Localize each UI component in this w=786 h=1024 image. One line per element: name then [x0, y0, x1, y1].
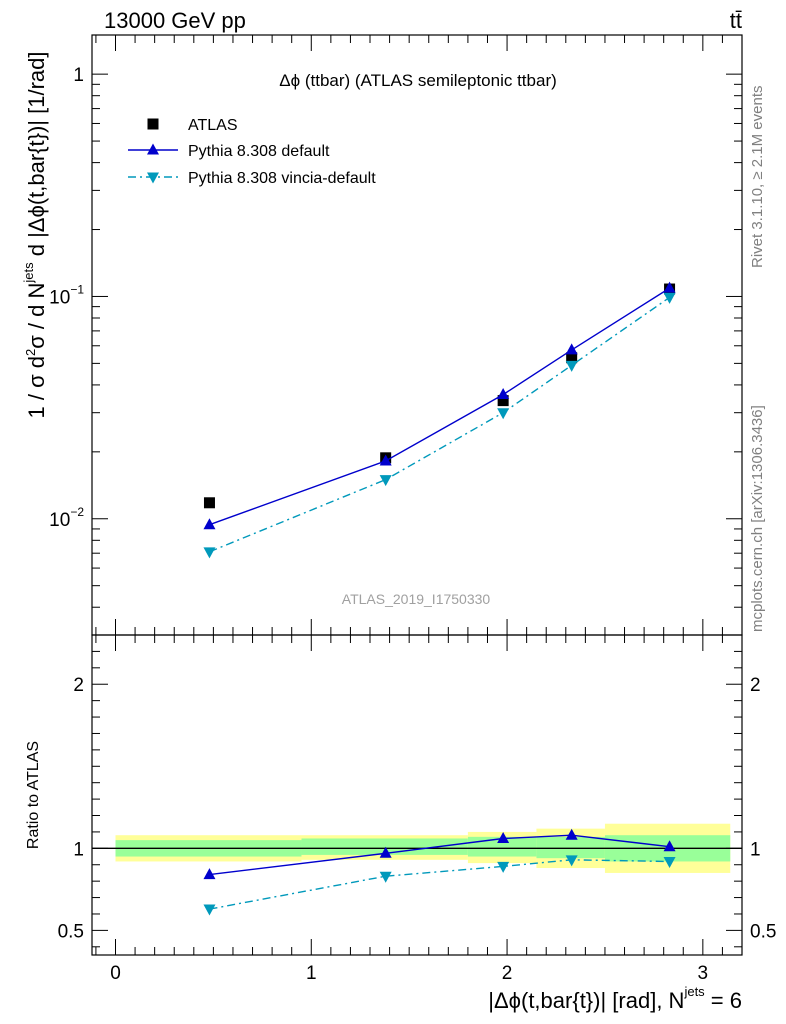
data-point-s1-0 — [203, 518, 216, 530]
ratio-point-s1-1 — [379, 871, 392, 883]
svg-text:1 / σ d2σ / d Njets d |Δϕ(t,ba: 1 / σ d2σ / d Njets d |Δϕ(t,bar{t})| [1/… — [21, 52, 49, 419]
ratio-y-tick-label-right: 0.5 — [750, 921, 776, 942]
ratio-point-s0-1 — [379, 846, 392, 858]
legend-label-2: Pythia 8.308 vincia-default — [188, 170, 376, 187]
ratio-point-s1-0 — [203, 904, 216, 916]
y-tick-exponent: −2 — [70, 505, 84, 519]
ratio-y-tick-label: 0.5 — [58, 921, 84, 942]
main-data-layer — [203, 281, 676, 559]
ratio-point-s1-3 — [565, 855, 578, 867]
series-line-1 — [209, 287, 670, 526]
y-tick-label: 10−2 — [49, 505, 84, 531]
ratio-panel: 0.5 0.5 1 1 2 2 0 1 2 3 Ratio to ATLAS |Δϕ(t,bar{… — [25, 634, 776, 1013]
data-point-s1-3 — [565, 343, 578, 355]
svg-text:|Δϕ(t,bar{t})| [rad], Njets =: |Δϕ(t,bar{t})| [rad], Njets = 6 — [488, 984, 742, 1013]
main-axis-ticks: 10−2 10−1 1 — [49, 35, 742, 636]
y-tick-label: 10−1 — [49, 282, 84, 308]
ratio-y-tick-label: 2 — [73, 675, 84, 696]
rivet-label: Rivet 3.1.10, ≥ 2.1M events — [749, 86, 766, 269]
ratio-point-s0-2 — [497, 831, 510, 843]
x-tick-label: 2 — [502, 963, 513, 984]
ratio-y-tick-label-right: 1 — [750, 839, 761, 860]
ratio-line-1 — [209, 859, 670, 910]
data-point-s1-4 — [663, 281, 676, 293]
data-point-s0-0 — [203, 497, 215, 509]
ratio-y-tick-label-right: 2 — [750, 675, 761, 696]
ratio-point-s0-0 — [203, 868, 216, 880]
legend-label-1: Pythia 8.308 default — [188, 143, 330, 160]
mcplots-label: mcplots.cern.ch [arXiv:1306.3436] — [749, 405, 766, 632]
x-tick-label: 1 — [306, 963, 317, 984]
x-tick-label: 0 — [110, 963, 121, 984]
legend-marker-0 — [147, 118, 159, 130]
series-line-2 — [209, 296, 670, 553]
ratio-axis-ticks: 0.5 0.5 1 1 2 2 0 1 2 3 — [58, 635, 776, 984]
data-point-s2-2 — [497, 408, 510, 420]
ratio-y-tick-label: 1 — [73, 839, 84, 860]
ratio-frame — [91, 634, 743, 956]
data-point-s2-0 — [203, 547, 216, 559]
legend-label-0: ATLAS — [188, 117, 238, 134]
data-point-s1-1 — [379, 454, 392, 466]
plot-title: Δϕ (ttbar) (ATLAS semileptonic ttbar) — [279, 71, 557, 90]
x-axis-label: |Δϕ(t,bar{t})| [rad], Njets = 6 — [488, 984, 742, 1013]
data-point-s0-2 — [497, 395, 509, 407]
legend: ATLAS Pythia 8.308 default Pythia 8.308 vi… — [128, 117, 376, 187]
ratio-point-s0-3 — [565, 828, 578, 840]
uncertainty-band-inner-1 — [301, 838, 468, 855]
main-y-axis-label: 1 / σ d2σ / d Njets d |Δϕ(t,bar{t})| [1/… — [21, 52, 49, 419]
main-panel: 10−2 10−1 1 Δϕ (ttbar) (ATLAS semileptonic… — [21, 34, 743, 636]
data-point-s1-2 — [497, 388, 510, 400]
data-point-s2-1 — [379, 475, 392, 487]
ratio-point-s1-2 — [497, 861, 510, 873]
y-tick-label: 1 — [73, 65, 84, 86]
x-tick-label: 3 — [698, 963, 709, 984]
data-point-s2-4 — [663, 292, 676, 304]
data-point-s2-3 — [565, 360, 578, 372]
analysis-watermark: ATLAS_2019_I1750330 — [342, 591, 491, 607]
ratio-point-s0-4 — [663, 840, 676, 852]
uncertainty-band-inner-3 — [536, 836, 605, 859]
process-label: tt̄ — [730, 8, 742, 33]
ratio-y-axis-label: Ratio to ATLAS — [25, 741, 42, 849]
ratio-data-layer — [92, 823, 742, 916]
uncertainty-band-inner-2 — [467, 836, 537, 857]
y-tick-exponent: −1 — [70, 282, 84, 296]
legend-marker-1 — [147, 143, 159, 155]
ratio-point-s1-4 — [663, 856, 676, 868]
beam-label: 13000 GeV pp — [104, 8, 246, 33]
legend-marker-2 — [147, 172, 159, 184]
data-point-s0-3 — [566, 352, 578, 364]
